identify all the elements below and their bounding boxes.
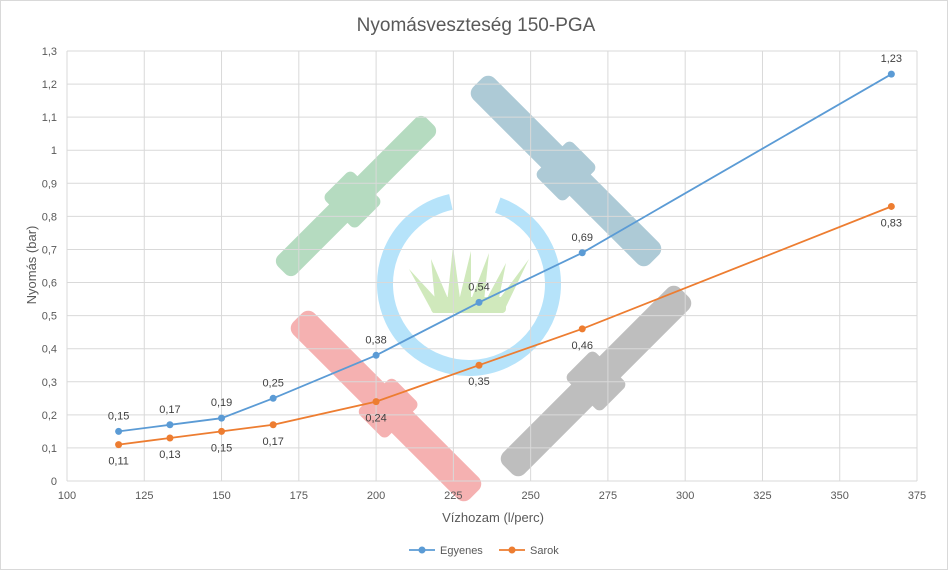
data-label: 0,17 [159,404,180,416]
watermark-grass [409,246,529,313]
data-point [218,414,226,422]
y-tick-label: 0,7 [42,244,57,256]
x-tick-label: 250 [521,490,539,502]
series-line [118,205,892,446]
data-label: 0,11 [108,456,129,468]
y-tick-label: 1,1 [42,112,57,124]
y-tick-label: 0,8 [42,211,57,223]
watermark-pipe-red [290,310,482,502]
y-tick-label: 1,3 [42,46,57,58]
watermark-pipe-green [275,115,437,277]
y-tick-label: 0,4 [42,344,57,356]
y-tick-label: 0,5 [42,311,57,323]
series-layer: 0,15 0,17 0,19 0,25 0,38 0,54 0,69 1,23 0,11 0,13… [108,53,902,467]
series-egyenes: 0,15 0,17 0,19 0,25 0,38 0,54 0,69 1,23 [108,53,902,435]
axis-ticks: 0 0,1 0,2 0,3 0,4 0,5 0,6 0,7 0,8 0,9 1 1,1 1,2 1,3 10… [42,46,926,502]
y-tick-label: 0,2 [42,410,57,422]
data-point [166,434,174,442]
data-label: 1,23 [881,53,902,65]
data-label: 0,38 [365,334,386,346]
x-tick-label: 200 [367,490,385,502]
data-point [269,421,277,429]
y-tick-label: 1,2 [42,79,57,91]
watermark-ring [377,192,561,376]
data-label: 0,69 [572,232,593,244]
data-label: 0,24 [365,413,386,425]
x-axis-title: Vízhozam (l/perc) [442,510,544,525]
data-point [578,325,586,333]
x-tick-label: 150 [212,490,230,502]
legend-item-egyenes: Egyenes [409,545,483,557]
data-point [372,351,380,359]
x-tick-label: 100 [58,490,76,502]
data-label: 0,13 [159,449,180,461]
x-tick-label: 175 [290,490,308,502]
data-point [166,421,174,429]
gridlines [66,50,918,482]
y-tick-label: 0,6 [42,278,57,290]
data-label: 0,35 [468,376,489,388]
data-label: 0,19 [211,397,232,409]
legend-item-sarok: Sarok [499,545,559,557]
y-axis-title: Nyomás (bar) [24,226,39,305]
data-point [115,427,123,435]
data-point [887,202,895,210]
legend-label: Egyenes [440,545,483,557]
x-tick-label: 300 [676,490,694,502]
data-label: 0,25 [262,377,283,389]
data-point [269,394,277,402]
data-label: 0,17 [262,436,283,448]
data-label: 0,46 [572,340,593,352]
chart-title: Nyomásveszteség 150-PGA [357,15,596,36]
x-tick-label: 350 [831,490,849,502]
legend: Egyenes Sarok [409,545,559,557]
x-tick-label: 375 [908,490,926,502]
x-tick-label: 325 [753,490,771,502]
y-tick-label: 0,1 [42,443,57,455]
y-tick-label: 0,9 [42,178,57,190]
x-tick-label: 225 [444,490,462,502]
watermark-pipe-gray [500,285,692,477]
data-point [475,361,483,369]
y-tick-label: 0 [51,476,57,488]
x-tick-label: 125 [135,490,153,502]
series-line [118,73,892,433]
legend-marker [418,546,426,554]
legend-label: Sarok [530,545,559,557]
y-tick-label: 1 [51,145,57,157]
data-point [115,441,123,449]
data-point [887,70,895,78]
x-tick-label: 275 [599,490,617,502]
data-point [372,398,380,406]
data-label: 0,83 [881,217,902,229]
data-point [475,298,483,306]
y-tick-label: 0,3 [42,377,57,389]
watermark-pipe-blue [470,75,662,267]
data-label: 0,15 [211,442,232,454]
data-label: 0,15 [108,410,129,422]
data-point [578,249,586,257]
data-label: 0,54 [468,281,489,293]
series-sarok: 0,11 0,13 0,15 0,17 0,24 0,35 0,46 0,83 [108,202,902,468]
legend-marker [508,546,516,554]
data-point [218,427,226,435]
